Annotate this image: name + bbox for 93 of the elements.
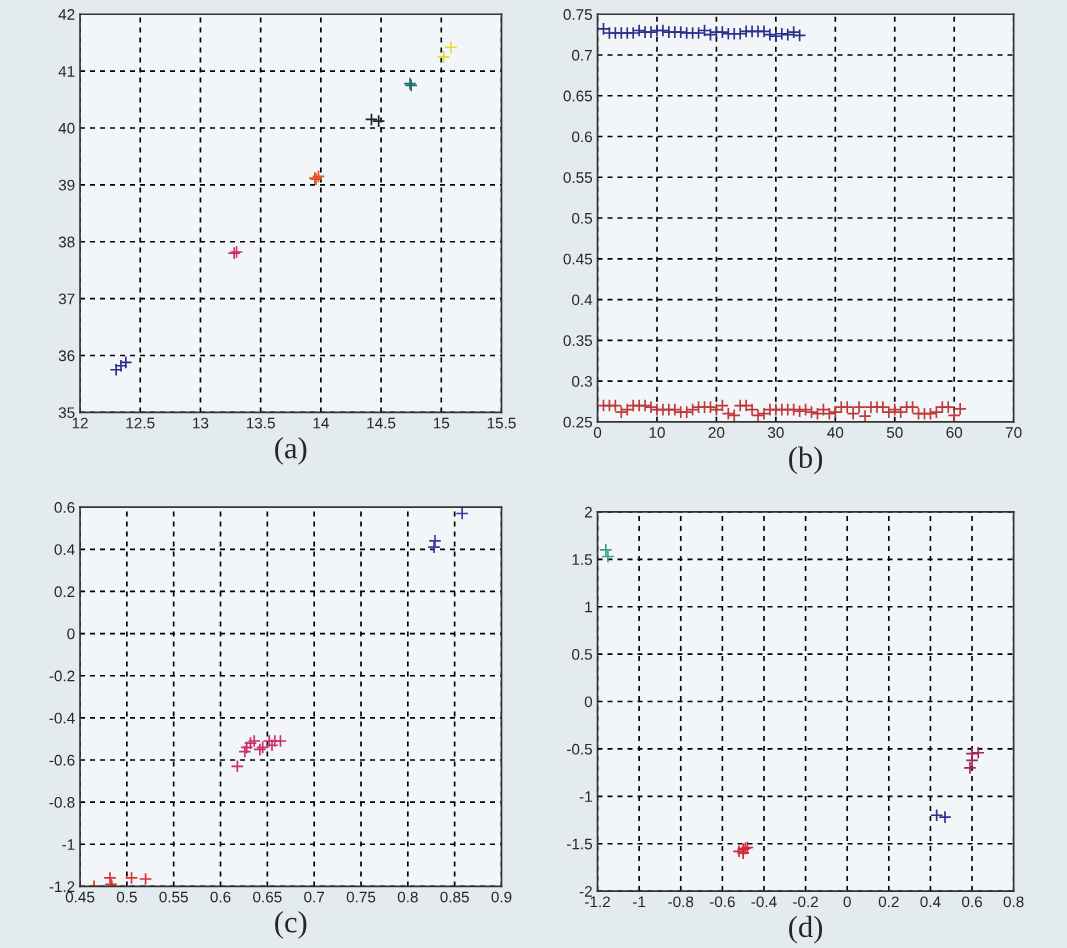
x-tick-label: 0.85 — [440, 891, 469, 903]
x-tick-label: 0.9 — [491, 891, 512, 903]
x-tick-label: -0.6 — [709, 896, 735, 908]
x-tick-label: -0.2 — [793, 896, 818, 908]
y-tick-label: 0.7 — [572, 49, 592, 61]
y-tick-label: 1.5 — [572, 554, 593, 566]
x-tick-label: 12.5 — [126, 417, 155, 429]
point — [599, 543, 613, 557]
x-tick-label: 60 — [946, 427, 963, 438]
y-tick-label: 0.4 — [572, 294, 593, 306]
y-tick-label: 0.2 — [54, 586, 75, 598]
x-tick-label: -0.4 — [751, 896, 777, 908]
y-tick-label: 0.5 — [572, 648, 593, 660]
point — [444, 40, 458, 54]
y-tick-label: 0.65 — [563, 90, 593, 102]
x-tick-label: 12 — [72, 417, 88, 429]
x-tick-label: 0 — [843, 896, 851, 908]
point — [930, 808, 944, 822]
x-tick-label: 0.4 — [920, 896, 941, 908]
y-tick-label: 39 — [58, 179, 75, 191]
y-tick-label: -0.8 — [49, 796, 75, 808]
x-tick-label: 0.8 — [1003, 896, 1024, 908]
y-tick-label: 42 — [58, 9, 75, 20]
point — [428, 534, 442, 548]
y-tick-label: -0.4 — [49, 712, 75, 724]
y-tick-label: 38 — [58, 236, 75, 248]
y-tick-label: 41 — [58, 66, 75, 77]
y-tick-label: 0.35 — [563, 335, 593, 347]
x-axis-title: (c) — [275, 911, 307, 939]
x-tick-label: 13 — [193, 417, 209, 429]
x-tick-label: 0.55 — [159, 891, 188, 903]
x-tick-label: 0.65 — [253, 891, 282, 903]
y-tick-label: 35 — [58, 407, 75, 419]
x-tick-label: 0.6 — [962, 896, 982, 908]
x-tick-label: 0.6 — [210, 891, 231, 903]
x-tick-label: -1 — [633, 896, 646, 908]
x-tick-label: 0.75 — [346, 891, 376, 903]
y-tick-label: -0.5 — [567, 743, 593, 755]
y-tick-label: 0 — [67, 628, 75, 640]
y-tick-label: -1 — [62, 839, 75, 850]
y-tick-label: 0.3 — [572, 375, 592, 387]
point — [601, 549, 615, 564]
x-tick-label: 15 — [433, 417, 450, 429]
x-tick-label: 20 — [708, 427, 725, 438]
point — [455, 507, 469, 521]
point — [230, 759, 245, 773]
y-tick-label: 1 — [585, 601, 592, 613]
x-tick-label: 0.5 — [116, 891, 137, 903]
y-tick-label: -1.5 — [567, 838, 593, 850]
x-axis-title: (a) — [275, 437, 307, 465]
y-tick-label: -0.6 — [49, 754, 75, 766]
x-tick-label: 13.5 — [246, 417, 275, 429]
y-tick-label: 0.45 — [563, 253, 593, 265]
x-tick-label: 14 — [313, 417, 329, 429]
x-tick-label: 0.8 — [397, 891, 418, 903]
point — [938, 810, 952, 824]
y-tick-label: 0.6 — [54, 502, 75, 513]
x-tick-label: 10 — [649, 427, 665, 438]
x-tick-label: 0.7 — [304, 891, 325, 903]
y-tick-label: 40 — [58, 122, 75, 134]
y-tick-label: -0.2 — [49, 670, 75, 682]
y-tick-label: 0.6 — [572, 131, 592, 143]
point — [963, 761, 977, 775]
y-tick-label: 37 — [58, 293, 75, 305]
x-tick-label: 0.2 — [878, 896, 899, 908]
point — [364, 112, 379, 127]
x-tick-label: 70 — [1005, 427, 1022, 438]
x-axis-title: (b) — [789, 446, 823, 475]
point — [372, 114, 386, 128]
x-tick-label: 50 — [886, 427, 903, 438]
y-tick-label: 0.25 — [563, 416, 593, 428]
x-tick-label: 0 — [593, 427, 602, 438]
y-tick-label: 0.75 — [563, 9, 593, 20]
y-tick-label: 36 — [58, 350, 75, 362]
x-tick-label: 40 — [827, 427, 844, 438]
y-tick-label: -2 — [579, 885, 592, 897]
y-tick-label: 0.55 — [563, 172, 593, 183]
point — [138, 872, 153, 886]
y-tick-label: 0.4 — [54, 544, 75, 555]
y-tick-label: -1 — [579, 791, 592, 802]
y-tick-label: 0 — [584, 696, 593, 708]
x-tick-label: 14.5 — [367, 417, 396, 429]
x-tick-label: 30 — [767, 427, 784, 438]
y-tick-label: -1.2 — [49, 881, 75, 892]
point — [103, 871, 117, 885]
x-axis-title: (d) — [789, 915, 823, 944]
y-tick-label: 0.5 — [572, 212, 593, 224]
y-tick-label: 2 — [584, 506, 592, 518]
x-tick-label: 15.5 — [487, 417, 516, 429]
point — [124, 871, 139, 885]
x-tick-label: -0.8 — [668, 896, 694, 908]
point — [437, 50, 451, 64]
point — [427, 540, 441, 554]
